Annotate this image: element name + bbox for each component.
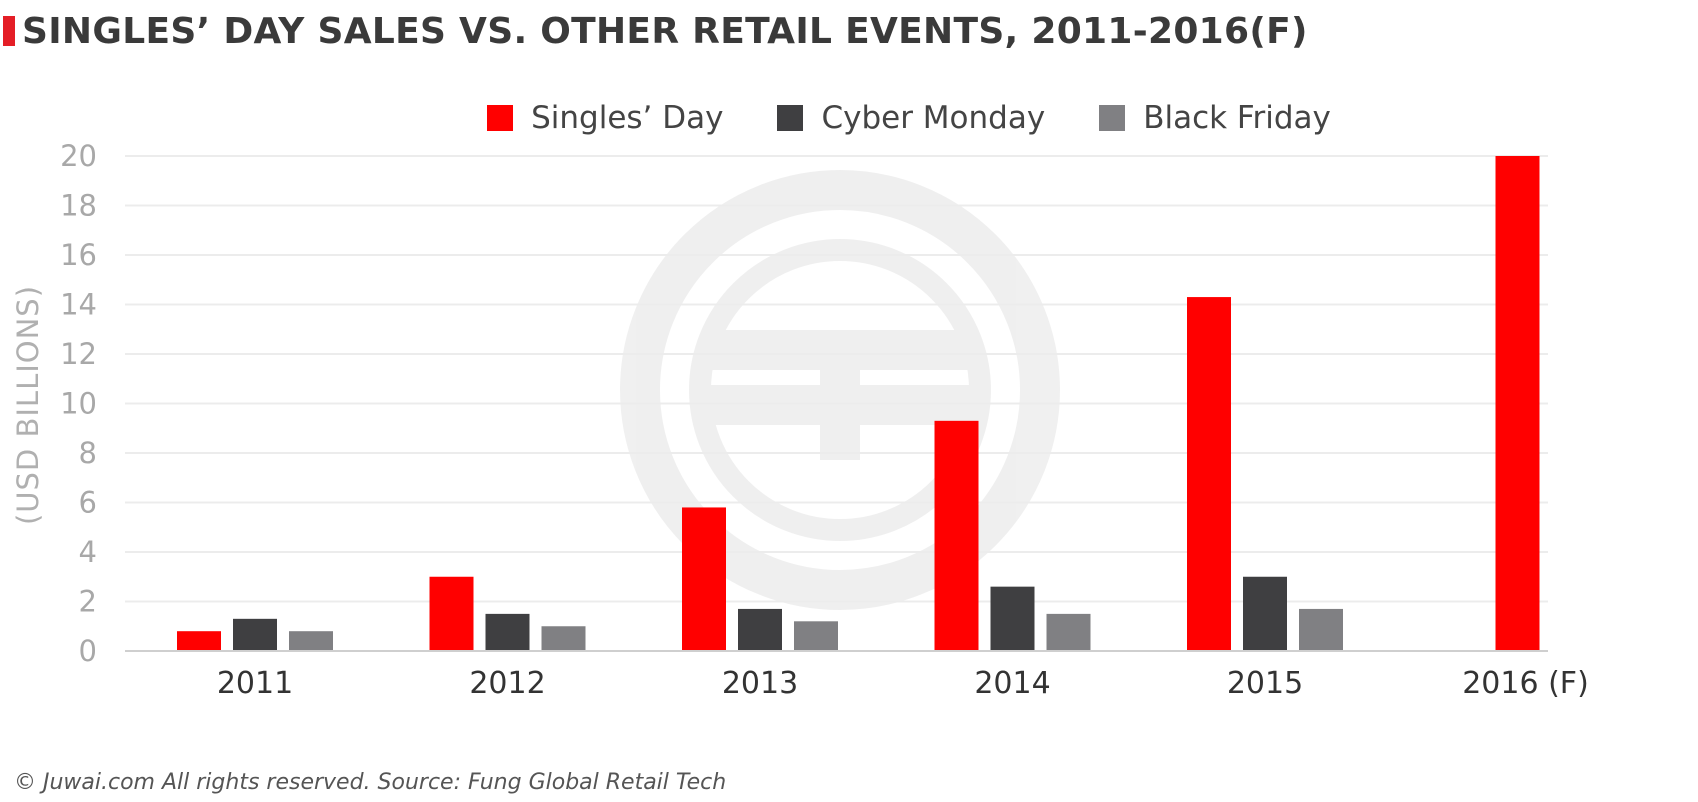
- y-tick-label: 18: [60, 189, 97, 223]
- bar-singles-day-2013: [682, 507, 726, 651]
- legend-swatch-singles-day: [487, 105, 514, 131]
- x-axis-ticks: 2011 2012 2013 2014 2015 2016 (F): [217, 666, 1589, 701]
- y-axis-ticks: 0 2 4 6 8 10 12 14 16 18 20: [60, 139, 97, 668]
- title-row: SINGLES’ DAY SALES VS. OTHER RETAIL EVEN…: [0, 6, 1308, 56]
- bar-cyber-monday-2013: [738, 608, 782, 651]
- x-tick-label: 2013: [722, 666, 798, 701]
- bar-singles-day-2014: [934, 420, 979, 651]
- bar-singles-day-2012: [429, 576, 474, 651]
- bar-black-friday-2011: [289, 631, 333, 651]
- legend-item-singles-day: Singles’ Day: [487, 100, 723, 136]
- x-tick-label: 2014: [974, 666, 1050, 701]
- gridlines: [125, 155, 1548, 603]
- bar-cyber-monday-2012: [485, 613, 530, 651]
- y-tick-label: 16: [60, 238, 97, 272]
- bar-black-friday-2013: [794, 621, 838, 651]
- x-tick-label: 2015: [1227, 666, 1303, 701]
- legend-swatch-black-friday: [1099, 105, 1126, 131]
- title-accent-bar: [3, 16, 15, 46]
- bar-black-friday-2014: [1046, 613, 1091, 651]
- x-tick-label: 2012: [469, 666, 545, 701]
- bar-singles-day-2011: [177, 631, 221, 651]
- legend-item-black-friday: Black Friday: [1099, 100, 1331, 136]
- bar-black-friday-2015: [1299, 608, 1343, 651]
- legend-item-cyber-monday: Cyber Monday: [777, 100, 1045, 136]
- watermark-logo: [620, 170, 1060, 610]
- x-tick-label: 2016 (F): [1462, 666, 1589, 701]
- y-tick-label: 8: [79, 436, 97, 470]
- bar-cyber-monday-2015: [1243, 576, 1287, 651]
- chart-title: SINGLES’ DAY SALES VS. OTHER RETAIL EVEN…: [22, 10, 1308, 52]
- legend-label: Singles’ Day: [531, 100, 724, 136]
- y-tick-label: 12: [60, 337, 97, 371]
- bar-cyber-monday-2011: [233, 618, 277, 651]
- bars: [177, 156, 1540, 651]
- legend-swatch-cyber-monday: [777, 105, 804, 131]
- bar-singles-day-2015: [1187, 297, 1231, 651]
- bar-black-friday-2012: [541, 626, 586, 651]
- y-axis-label: (USD BILLIONS): [11, 285, 45, 525]
- y-tick-label: 6: [79, 486, 97, 520]
- legend: Singles’ Day Cyber Monday Black Friday: [0, 96, 1698, 140]
- y-tick-label: 4: [79, 535, 97, 569]
- bar-singles-day-2016F: [1495, 156, 1540, 651]
- legend-label: Black Friday: [1143, 100, 1331, 136]
- x-tick-label: 2011: [217, 666, 293, 701]
- source-note: © Juwai.com All rights reserved. Source:…: [14, 770, 727, 795]
- y-tick-label: 0: [79, 634, 97, 668]
- bar-cyber-monday-2014: [990, 586, 1035, 651]
- y-tick-label: 10: [60, 387, 97, 421]
- y-tick-label: 2: [79, 585, 97, 619]
- y-tick-label: 14: [60, 288, 97, 322]
- legend-label: Cyber Monday: [821, 100, 1046, 136]
- y-tick-label: 20: [60, 139, 97, 173]
